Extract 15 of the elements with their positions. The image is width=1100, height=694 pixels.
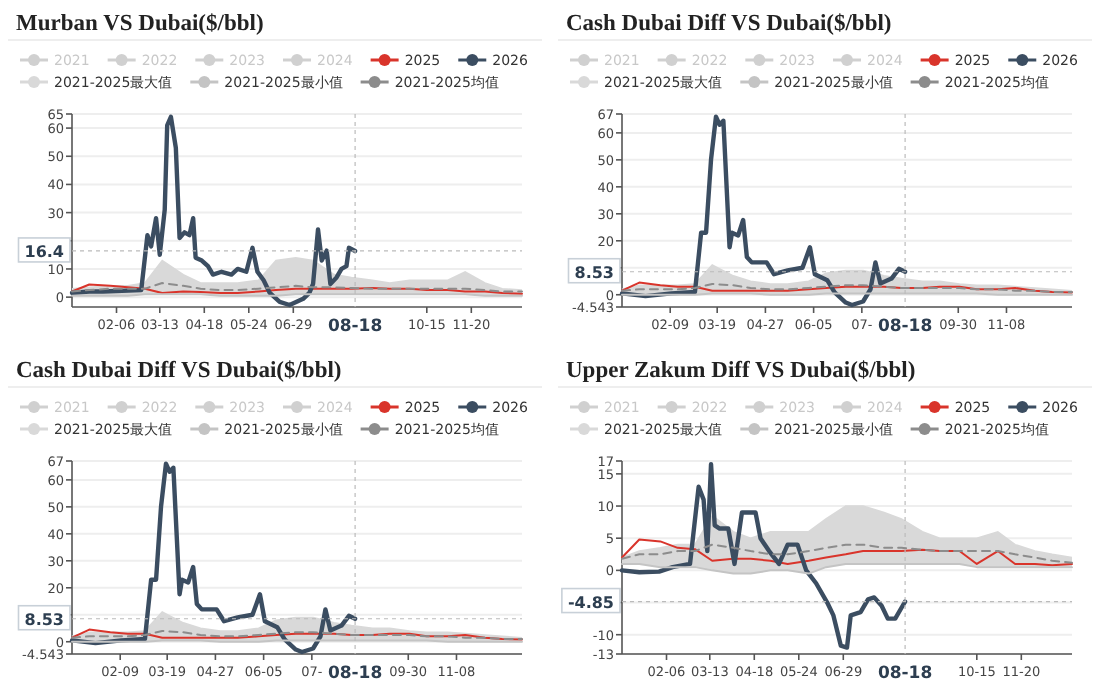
ref-line-label: -4.85 [567,593,615,612]
chart-title: Upper Zakum Diff VS Dubai($/bbl) [566,359,916,383]
line-series [619,462,908,650]
line-series [621,543,1073,564]
chart-title: Cash Dubai Diff VS Dubai($/bbl) [16,359,342,383]
chart-title: Cash Dubai Diff VS Dubai($/bbl) [566,12,892,36]
ref-line-label: 08-18 [327,664,383,684]
ref-line-label: 8.53 [24,610,64,629]
ref-line-label: 16.4 [24,242,65,261]
chart-title: Murban VS Dubai($/bbl) [16,12,264,36]
ref-line-label: 08-18 [877,317,933,337]
ref-line-label: 08-18 [327,317,383,337]
ref-line-label: 08-18 [877,664,933,684]
ref-line-label: 8.53 [574,263,614,282]
line-series [621,538,1073,567]
